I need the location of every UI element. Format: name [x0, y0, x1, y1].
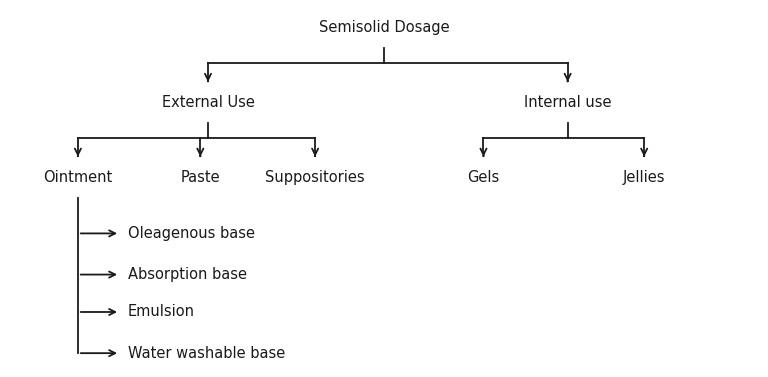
Text: Ointment: Ointment [43, 170, 113, 185]
Text: Paste: Paste [180, 170, 220, 185]
Text: Jellies: Jellies [623, 170, 665, 185]
Text: Absorption base: Absorption base [127, 267, 247, 282]
Text: Internal use: Internal use [524, 95, 611, 110]
Text: Water washable base: Water washable base [127, 346, 285, 361]
Text: Suppositories: Suppositories [265, 170, 365, 185]
Text: External Use: External Use [161, 95, 254, 110]
Text: Semisolid Dosage: Semisolid Dosage [319, 20, 449, 35]
Text: Emulsion: Emulsion [127, 305, 194, 319]
Text: Oleagenous base: Oleagenous base [127, 226, 255, 241]
Text: Gels: Gels [468, 170, 500, 185]
